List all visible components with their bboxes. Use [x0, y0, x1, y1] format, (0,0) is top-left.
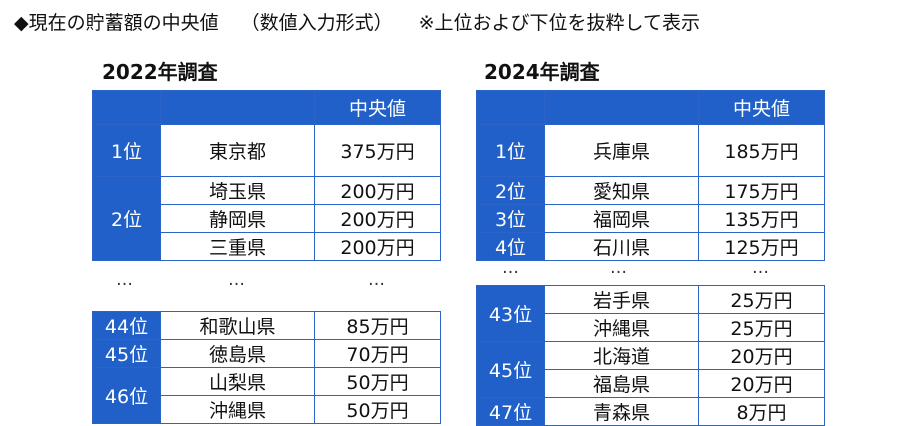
table-row: 44位 和歌山県 85万円 [92, 311, 441, 340]
rank-cell: 1位 [476, 124, 545, 177]
header-rank-cell [476, 90, 545, 125]
table-row: 1位 東京都 375万円 [92, 124, 441, 177]
prefecture-cell: 徳島県 [160, 339, 315, 368]
prefecture-cell: 埼玉県 [160, 176, 315, 205]
table-row: 45位 徳島県 70万円 [92, 339, 441, 368]
ellipsis: … [610, 258, 627, 278]
rank-cell: 46位 [92, 367, 161, 424]
rank-cell: 2位 [476, 176, 545, 205]
table-row: 1位 兵庫県 185万円 [476, 124, 825, 177]
header-median: 中央値 [698, 90, 825, 125]
table-header-row: 中央値 [476, 90, 825, 125]
prefecture-cell: 石川県 [544, 232, 699, 261]
prefecture-cell: 青森県 [544, 397, 699, 426]
rank-cell: 45位 [92, 339, 161, 368]
table-row: 沖縄県 50万円 [93, 395, 441, 424]
prefecture-cell: 愛知県 [544, 176, 699, 205]
prefecture-cell: 兵庫県 [544, 124, 699, 177]
title-note: ※上位および下位を抜粋して表示 [418, 12, 700, 34]
header-rank-cell [92, 90, 161, 125]
prefecture-cell: 東京都 [160, 124, 315, 177]
value-cell: 200万円 [314, 204, 441, 233]
prefecture-cell: 山梨県 [160, 367, 315, 396]
table-row: 47位 青森県 8万円 [476, 397, 825, 426]
value-cell: 200万円 [314, 176, 441, 205]
table-row: 3位 福岡県 135万円 [476, 204, 825, 233]
ellipsis: … [228, 270, 245, 290]
value-cell: 175万円 [698, 176, 825, 205]
table-2024-bottom: 43位 岩手県 25万円 沖縄県 25万円 45位 北海道 20万円 福島県 2… [476, 285, 825, 426]
table-row: 福島県 20万円 [477, 369, 825, 398]
table-header-row: 中央値 [92, 90, 441, 125]
table-2022-top: 中央値 1位 東京都 375万円 2位 埼玉県 200万円 静岡県 200万円 … [92, 90, 441, 261]
title-main: ◆現在の貯蓄額の中央値 [14, 12, 219, 34]
prefecture-cell: 三重県 [160, 232, 315, 261]
value-cell: 70万円 [314, 339, 441, 368]
table-row: 三重県 200万円 [93, 232, 441, 261]
header-pref-cell [160, 90, 315, 125]
value-cell: 185万円 [698, 124, 825, 177]
value-cell: 25万円 [698, 313, 825, 342]
table-row: 46位 山梨県 50万円 [92, 367, 441, 424]
table-row: 静岡県 200万円 [93, 204, 441, 233]
table-row: 2位 愛知県 175万円 [476, 176, 825, 205]
ellipsis: … [502, 258, 519, 278]
table-row: 沖縄県 25万円 [477, 313, 825, 342]
rank-cell: 45位 [476, 341, 545, 398]
survey-2024-label: 2024年調査 [484, 60, 600, 84]
ellipsis: … [368, 270, 385, 290]
rank-cell: 2位 [92, 176, 161, 261]
value-cell: 50万円 [314, 367, 441, 396]
value-cell: 20万円 [698, 341, 825, 370]
table-row: 4位 石川県 125万円 [476, 232, 825, 261]
rank-cell: 43位 [476, 285, 545, 342]
page-title: ◆現在の貯蓄額の中央値 （数値入力形式） ※上位および下位を抜粋して表示 [14, 8, 700, 35]
header-pref-cell [544, 90, 699, 125]
table-2024-top: 中央値 1位 兵庫県 185万円 2位 愛知県 175万円 3位 福岡県 135… [476, 90, 825, 261]
prefecture-cell: 和歌山県 [160, 311, 315, 340]
prefecture-cell: 福岡県 [544, 204, 699, 233]
rank-cell: 3位 [476, 204, 545, 233]
value-cell: 135万円 [698, 204, 825, 233]
prefecture-cell: 福島県 [544, 369, 699, 398]
rank-cell: 4位 [476, 232, 545, 261]
title-input-format: （数値入力形式） [240, 12, 393, 34]
ellipsis: … [116, 270, 133, 290]
ellipsis: … [752, 258, 769, 278]
table-2022-bottom: 44位 和歌山県 85万円 45位 徳島県 70万円 46位 山梨県 50万円 … [92, 311, 441, 424]
survey-2022-label: 2022年調査 [102, 60, 218, 84]
prefecture-cell: 静岡県 [160, 204, 315, 233]
value-cell: 375万円 [314, 124, 441, 177]
prefecture-cell: 沖縄県 [544, 313, 699, 342]
rank-cell: 1位 [92, 124, 161, 177]
prefecture-cell: 岩手県 [544, 285, 699, 314]
table-row: 2位 埼玉県 200万円 [92, 176, 441, 261]
prefecture-cell: 北海道 [544, 341, 699, 370]
rank-cell: 47位 [476, 397, 545, 426]
value-cell: 25万円 [698, 285, 825, 314]
value-cell: 8万円 [698, 397, 825, 426]
value-cell: 85万円 [314, 311, 441, 340]
value-cell: 50万円 [314, 395, 441, 424]
rank-cell: 44位 [92, 311, 161, 340]
table-row: 43位 岩手県 25万円 [476, 285, 825, 342]
prefecture-cell: 沖縄県 [160, 395, 315, 424]
header-median: 中央値 [314, 90, 441, 125]
value-cell: 125万円 [698, 232, 825, 261]
value-cell: 200万円 [314, 232, 441, 261]
table-row: 45位 北海道 20万円 [476, 341, 825, 398]
value-cell: 20万円 [698, 369, 825, 398]
